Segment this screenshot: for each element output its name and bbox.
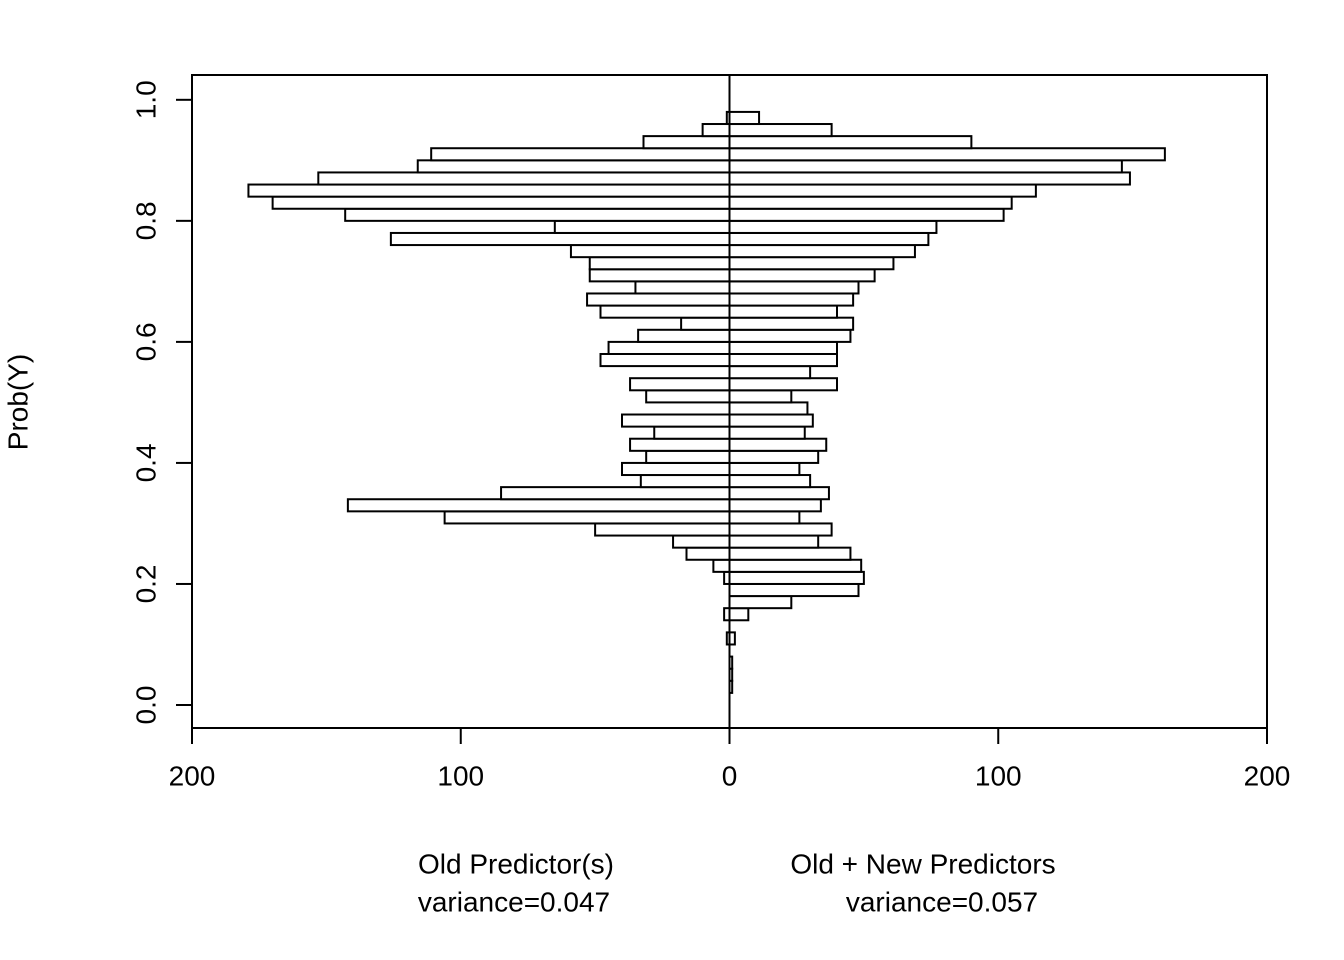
bar bbox=[637, 328, 731, 343]
bar bbox=[728, 425, 806, 440]
series-subtitle: variance=0.047 bbox=[418, 886, 610, 917]
bar bbox=[728, 474, 812, 489]
bar bbox=[629, 437, 731, 452]
bar bbox=[317, 171, 731, 186]
bar bbox=[247, 183, 731, 198]
bar bbox=[642, 135, 731, 150]
y-tick-label: 0.0 bbox=[130, 686, 161, 725]
bar bbox=[728, 159, 1123, 174]
bar bbox=[728, 437, 828, 452]
bar bbox=[443, 510, 731, 525]
bar bbox=[271, 195, 731, 210]
bar bbox=[653, 425, 731, 440]
bar bbox=[728, 352, 838, 368]
bar bbox=[344, 207, 731, 222]
bar bbox=[586, 292, 731, 307]
bar bbox=[430, 147, 731, 162]
bar bbox=[634, 280, 731, 295]
bar bbox=[728, 244, 916, 259]
bar bbox=[728, 486, 830, 501]
bar bbox=[728, 280, 860, 295]
bar bbox=[728, 147, 1166, 162]
bar bbox=[588, 268, 731, 283]
bar bbox=[594, 522, 731, 537]
bar bbox=[728, 607, 750, 622]
bar bbox=[728, 365, 812, 380]
bar bbox=[728, 558, 863, 573]
bar bbox=[672, 534, 731, 549]
bar bbox=[728, 207, 1005, 222]
bar bbox=[728, 268, 876, 283]
bar bbox=[728, 449, 820, 464]
bar bbox=[621, 413, 731, 428]
bar bbox=[728, 377, 838, 392]
bar bbox=[728, 110, 761, 126]
y-tick-label: 0.4 bbox=[130, 443, 161, 482]
bar bbox=[728, 498, 822, 513]
bar bbox=[629, 377, 731, 392]
bar bbox=[728, 461, 801, 477]
bar bbox=[728, 195, 1013, 210]
bar bbox=[728, 522, 833, 537]
bar bbox=[553, 219, 731, 234]
bar bbox=[728, 171, 1131, 186]
series-label: Old + New Predictors bbox=[790, 848, 1055, 879]
y-axis-label: Prob(Y) bbox=[2, 354, 33, 450]
bar bbox=[728, 256, 895, 271]
bar bbox=[712, 558, 731, 573]
bar bbox=[728, 328, 852, 343]
bar bbox=[728, 413, 814, 428]
x-tick-label: 200 bbox=[1244, 760, 1291, 791]
bar bbox=[728, 570, 865, 585]
bar bbox=[569, 244, 731, 259]
x-tick-label: 200 bbox=[169, 760, 216, 791]
bar bbox=[728, 219, 938, 234]
bar bbox=[685, 546, 731, 561]
bar bbox=[728, 534, 820, 549]
bar bbox=[389, 231, 731, 247]
bar bbox=[416, 159, 731, 174]
bar bbox=[728, 183, 1037, 198]
bar bbox=[728, 292, 855, 307]
bar bbox=[728, 582, 860, 598]
bar bbox=[728, 316, 855, 331]
bar bbox=[728, 595, 793, 610]
bar bbox=[728, 340, 838, 355]
bar bbox=[645, 449, 731, 464]
bar bbox=[607, 340, 731, 355]
bar bbox=[728, 389, 793, 404]
bar bbox=[346, 498, 731, 513]
bar bbox=[645, 389, 731, 404]
bar bbox=[728, 510, 801, 525]
bar bbox=[639, 474, 731, 489]
bar bbox=[728, 304, 838, 319]
y-tick-label: 1.0 bbox=[130, 80, 161, 119]
y-tick-label: 0.8 bbox=[130, 201, 161, 240]
bar bbox=[728, 401, 809, 416]
series-label: Old Predictor(s) bbox=[418, 848, 614, 879]
bar bbox=[599, 352, 731, 368]
bar bbox=[500, 486, 731, 501]
bar bbox=[728, 546, 852, 561]
x-tick-label: 0 bbox=[722, 760, 738, 791]
x-tick-label: 100 bbox=[437, 760, 484, 791]
bar bbox=[701, 123, 731, 138]
series-subtitle: variance=0.057 bbox=[846, 886, 1038, 917]
bar bbox=[728, 231, 930, 247]
bar bbox=[599, 304, 731, 319]
bar bbox=[728, 135, 973, 150]
bar bbox=[728, 123, 833, 138]
bar bbox=[680, 316, 731, 331]
y-tick-label: 0.2 bbox=[130, 564, 161, 603]
bar bbox=[621, 461, 731, 477]
x-tick-label: 100 bbox=[975, 760, 1022, 791]
y-tick-label: 0.6 bbox=[130, 322, 161, 361]
bar bbox=[588, 256, 731, 271]
